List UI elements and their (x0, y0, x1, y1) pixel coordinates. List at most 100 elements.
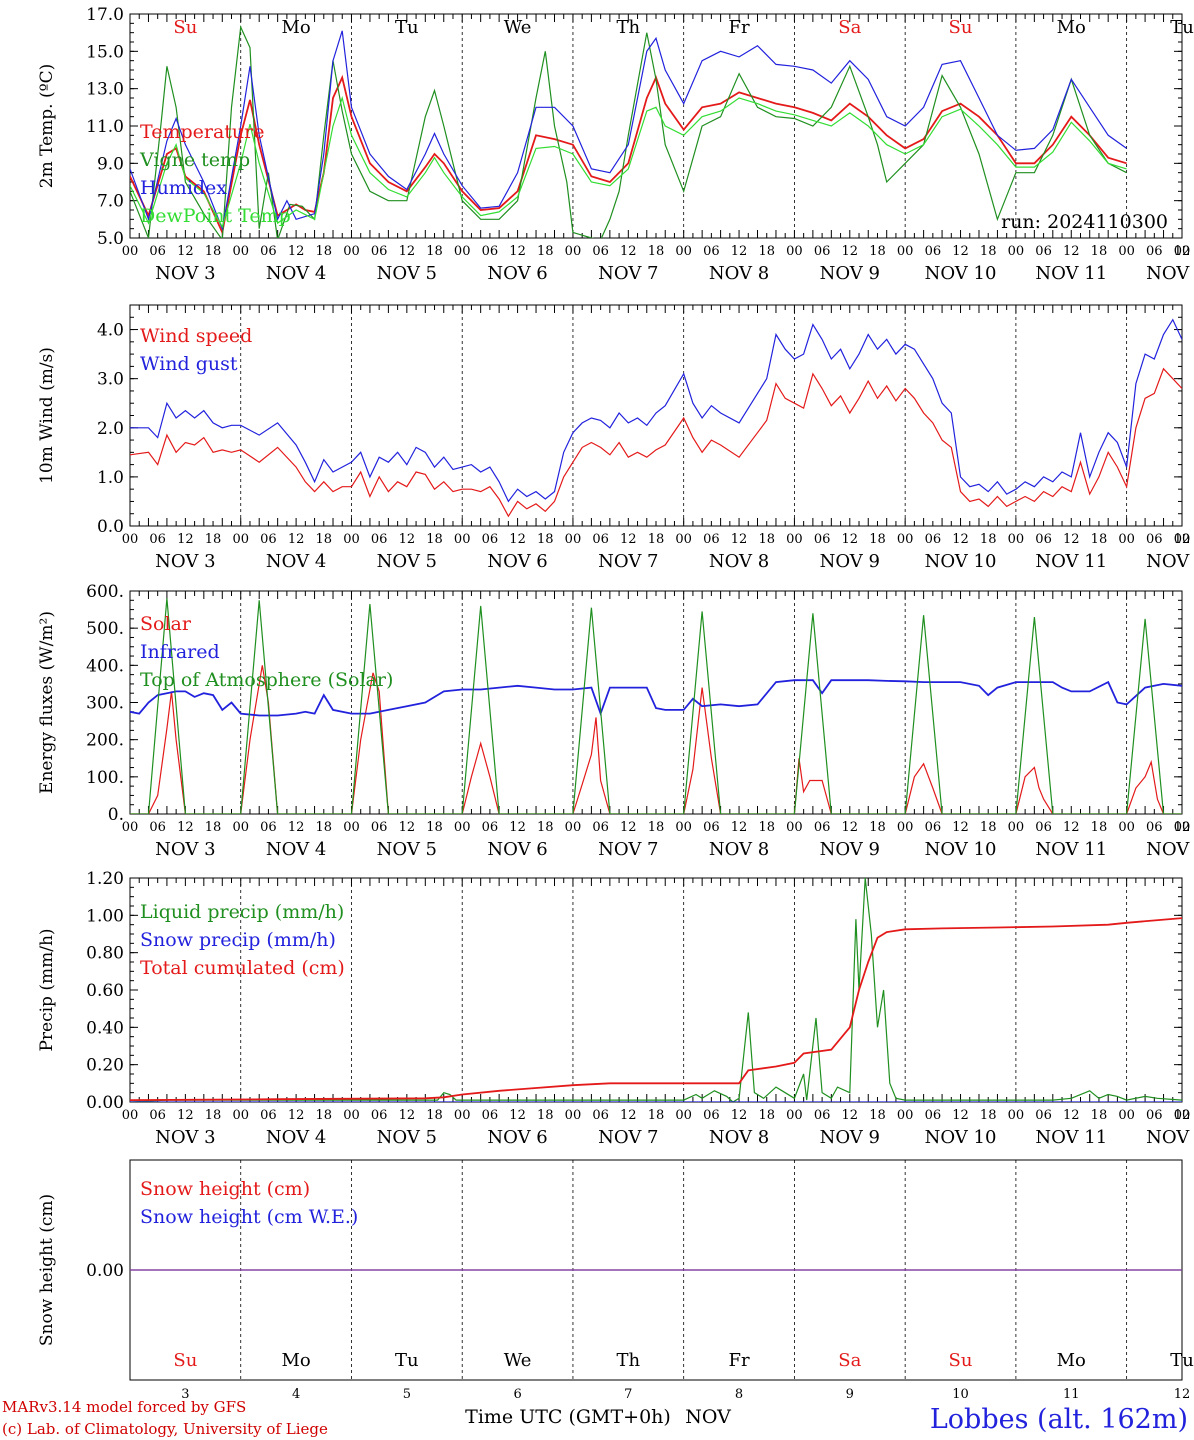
x-hour-label: 18 (980, 1108, 997, 1123)
x-hour-label: 00 (122, 1108, 139, 1123)
weekday-label: Th (617, 1350, 641, 1371)
x-hour-label: 12 (509, 532, 526, 547)
x-hour-label: 12 (288, 1108, 305, 1123)
panels-layer: 5.0 7.0 9.0 11.0 13.0 15.0 17.0 2m Temp. (ºC) 00… (37, 5, 1194, 1402)
x-hour-label: 00 (1008, 532, 1025, 547)
y-tick-label: 4.0 (97, 321, 124, 341)
x-date-label: NOV 7 (598, 263, 658, 284)
y-tick-label: 2.0 (97, 419, 124, 439)
x-hour-label: 06 (1146, 532, 1163, 547)
x-hour-label: 18 (426, 1108, 443, 1123)
x-hour-label: 00 (1174, 1108, 1191, 1123)
x-hour-label: 00 (122, 244, 139, 259)
weekday-label: Su (173, 1350, 197, 1371)
y-tick-label: 1.0 (97, 468, 124, 488)
x-hour-label: 06 (925, 1108, 942, 1123)
x-hour-label: 06 (260, 1108, 277, 1123)
plot-frame (129, 304, 1183, 527)
y-tick-label: 1.00 (86, 906, 124, 926)
x-date-label: NOV 10 (925, 1127, 997, 1148)
x-hour-label: 18 (758, 820, 775, 835)
x-hour-label: 00 (232, 1108, 249, 1123)
y-tick-label: 200. (86, 731, 124, 751)
x-hour-label: 06 (482, 820, 499, 835)
x-hour-label: 18 (758, 532, 775, 547)
x-hour-label: 06 (1146, 1108, 1163, 1123)
y-tick-label: 17.0 (86, 5, 124, 25)
x-date-label: NOV 3 (155, 839, 215, 860)
x-hour-label: 06 (149, 1108, 166, 1123)
weekday-label: Sa (838, 17, 861, 38)
x-hour-label: 06 (925, 820, 942, 835)
legend-entry: Solar (140, 613, 192, 635)
x-hour-label: 00 (232, 820, 249, 835)
x-hour-label: 12 (177, 1108, 194, 1123)
y-tick-label: 1.20 (86, 869, 124, 889)
x-hour-label: 18 (758, 244, 775, 259)
x-date-label: NOV 4 (266, 551, 326, 572)
x-hour-label: 18 (205, 1108, 222, 1123)
y-tick-label: 0.00 (86, 1261, 124, 1281)
x-date-label: NOV 4 (266, 263, 326, 284)
x-hour-label: 12 (842, 244, 859, 259)
footer-credit-model: MARv3.14 model forced by GFS (2, 1398, 246, 1416)
x-hour-label: 06 (592, 532, 609, 547)
x-day-number: 10 (952, 1387, 969, 1402)
y-tick-label: 7.0 (97, 192, 124, 212)
x-hour-label: 06 (149, 244, 166, 259)
x-hour-label: 18 (1091, 1108, 1108, 1123)
x-hour-label: 00 (232, 532, 249, 547)
x-hour-label: 18 (980, 532, 997, 547)
y-tick-label: 15.0 (86, 42, 124, 62)
weekday-label: Mo (281, 1350, 310, 1371)
x-hour-label: 18 (205, 244, 222, 259)
y-axis-label: Energy fluxes (W/m²) (37, 611, 57, 794)
x-date-label: NOV 5 (377, 551, 437, 572)
x-hour-label: 06 (592, 820, 609, 835)
x-hour-label: 12 (177, 820, 194, 835)
series-line (130, 30, 1127, 231)
panel-snow: 0.00 Snow height (cm) Su Mo Tu We Th Fr Sa Su Mo Tu… (37, 1159, 1194, 1402)
x-hour-label: 12 (1063, 820, 1080, 835)
x-hour-label: 12 (1063, 244, 1080, 259)
x-hour-label: 00 (1008, 1108, 1025, 1123)
y-axis-label: 10m Wind (m/s) (37, 347, 57, 484)
x-hour-label: 00 (897, 1108, 914, 1123)
weekday-label: Mo (281, 17, 310, 38)
x-hour-label: 18 (205, 820, 222, 835)
series-line (130, 665, 1182, 814)
x-hour-label: 00 (786, 1108, 803, 1123)
x-hour-label: 06 (371, 1108, 388, 1123)
x-hour-label: 18 (758, 1108, 775, 1123)
x-date-label: NOV 9 (820, 263, 880, 284)
x-day-number: 8 (735, 1387, 743, 1402)
x-hour-label: 00 (454, 820, 471, 835)
footer: MARv3.14 model forced by GFS (c) Lab. of… (2, 1398, 1188, 1438)
x-hour-label: 00 (1174, 244, 1191, 259)
x-date-label: NOV 4 (266, 1127, 326, 1148)
y-tick-label: 0. (108, 805, 124, 825)
x-date-label: NOV 9 (820, 839, 880, 860)
x-day-number: 9 (846, 1387, 854, 1402)
x-hour-label: 00 (1118, 1108, 1135, 1123)
x-date-label: NOV 11 (1035, 839, 1107, 860)
y-tick-label: 3.0 (97, 370, 124, 390)
x-hour-label: 18 (316, 532, 333, 547)
run-label: run: 2024110300 (1001, 211, 1168, 233)
series-line (130, 878, 1182, 1102)
x-hour-label: 18 (980, 820, 997, 835)
y-tick-label: 400. (86, 656, 124, 676)
x-hour-label: 00 (786, 244, 803, 259)
x-hour-label: 06 (149, 532, 166, 547)
weekday-label: Fr (729, 17, 750, 38)
x-hour-label: 18 (316, 1108, 333, 1123)
legend-entry: Infrared (140, 641, 220, 663)
x-date-label: NOV 6 (487, 551, 547, 572)
x-hour-label: 06 (814, 820, 831, 835)
x-hour-label: 18 (537, 532, 554, 547)
x-hour-label: 12 (288, 244, 305, 259)
x-date-label: NOV 8 (709, 263, 769, 284)
x-hour-label: 06 (592, 1108, 609, 1123)
x-hour-label: 12 (1174, 532, 1191, 547)
x-hour-label: 12 (288, 820, 305, 835)
